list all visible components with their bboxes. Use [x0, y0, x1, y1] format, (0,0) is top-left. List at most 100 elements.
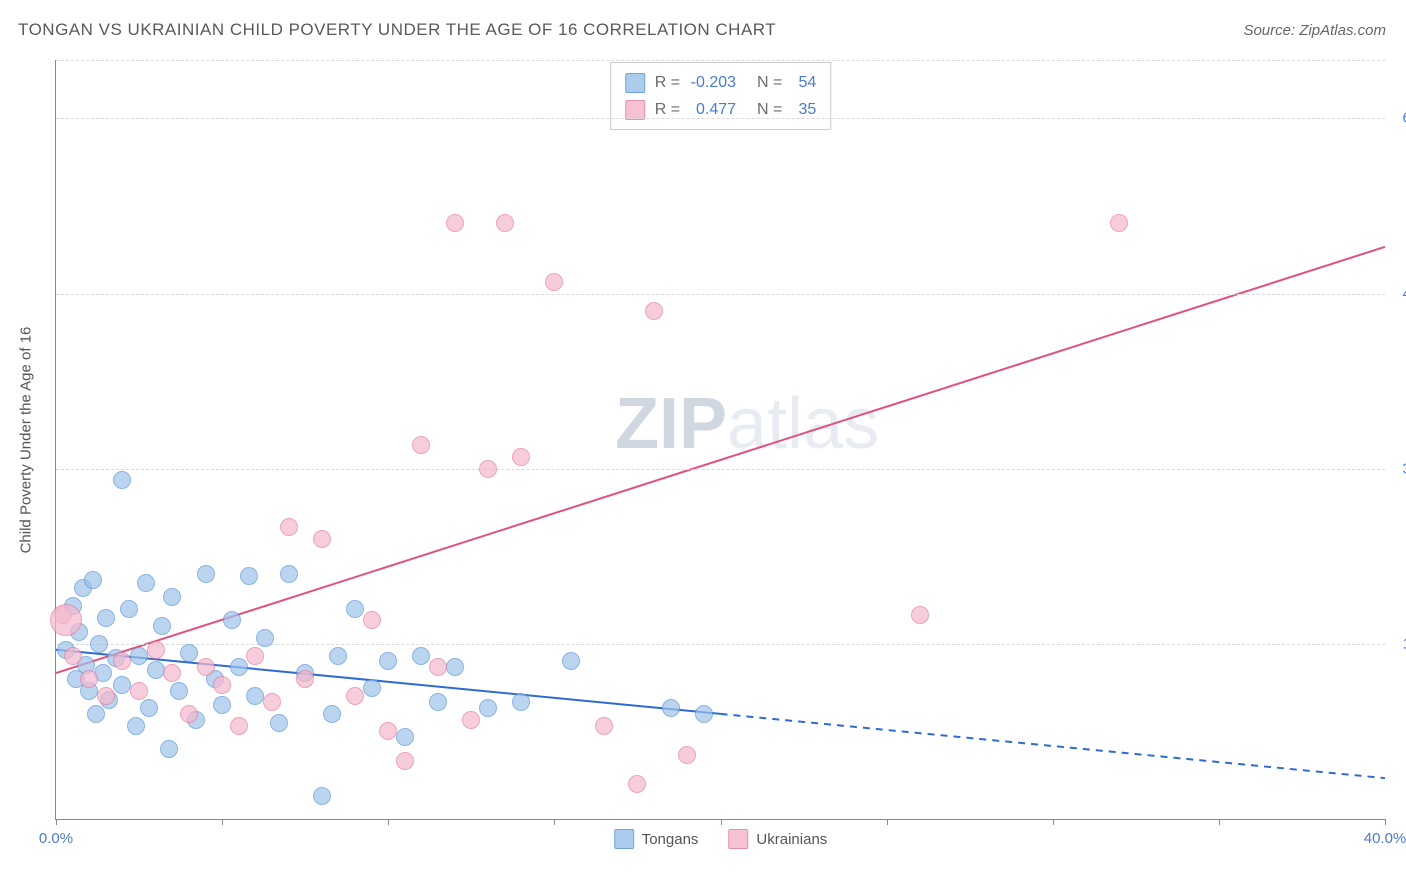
data-point-tongans: [240, 567, 258, 585]
data-point-tongans: [446, 658, 464, 676]
data-point-tongans: [120, 600, 138, 618]
data-point-tongans: [323, 705, 341, 723]
x-tick-label: 0.0%: [39, 830, 73, 847]
data-point-ukrainians: [645, 302, 663, 320]
data-point-ukrainians: [147, 641, 165, 659]
data-point-tongans: [230, 658, 248, 676]
r-label: R =: [655, 69, 680, 96]
data-point-ukrainians: [197, 658, 215, 676]
data-point-tongans: [562, 652, 580, 670]
data-point-ukrainians: [313, 530, 331, 548]
x-tick: [1219, 819, 1220, 825]
data-point-tongans: [429, 693, 447, 711]
data-point-ukrainians: [379, 722, 397, 740]
plot-area: Child Poverty Under the Age of 16 ZIPatl…: [55, 60, 1385, 820]
data-point-tongans: [113, 676, 131, 694]
data-point-ukrainians: [462, 711, 480, 729]
data-point-ukrainians: [412, 436, 430, 454]
data-point-tongans: [363, 679, 381, 697]
data-point-tongans: [379, 652, 397, 670]
data-point-tongans: [113, 471, 131, 489]
legend-swatch-ukrainians: [728, 829, 748, 849]
data-point-tongans: [147, 661, 165, 679]
y-tick-label: 30.0%: [1390, 460, 1406, 477]
data-point-ukrainians: [263, 693, 281, 711]
x-tick: [887, 819, 888, 825]
gridline: [56, 644, 1385, 645]
data-point-tongans: [479, 699, 497, 717]
data-point-tongans: [223, 611, 241, 629]
watermark: ZIPatlas: [615, 383, 879, 465]
data-point-tongans: [180, 644, 198, 662]
data-point-ukrainians: [213, 676, 231, 694]
series-legend: Tongans Ukrainians: [614, 829, 828, 849]
y-tick-label: 45.0%: [1390, 285, 1406, 302]
data-point-tongans: [512, 693, 530, 711]
data-point-tongans: [153, 617, 171, 635]
data-point-ukrainians: [97, 687, 115, 705]
data-point-tongans: [87, 705, 105, 723]
legend-swatch-tongans: [625, 73, 645, 93]
data-point-tongans: [163, 588, 181, 606]
data-point-tongans: [313, 787, 331, 805]
data-point-ukrainians: [113, 652, 131, 670]
stats-legend: R = -0.203 N = 54 R = 0.477 N = 35: [610, 62, 832, 130]
data-point-tongans: [246, 687, 264, 705]
gridline: [56, 60, 1385, 61]
data-point-tongans: [329, 647, 347, 665]
data-point-ukrainians: [496, 214, 514, 232]
x-tick: [554, 819, 555, 825]
data-point-tongans: [137, 574, 155, 592]
stats-legend-row-0: R = -0.203 N = 54: [625, 69, 817, 96]
data-point-ukrainians: [545, 273, 563, 291]
series-legend-label-1: Ukrainians: [756, 831, 827, 848]
x-tick: [721, 819, 722, 825]
data-point-tongans: [270, 714, 288, 732]
data-point-tongans: [346, 600, 364, 618]
y-tick-label: 60.0%: [1390, 110, 1406, 127]
data-point-ukrainians: [446, 214, 464, 232]
x-tick: [388, 819, 389, 825]
data-point-ukrainians: [64, 647, 82, 665]
data-point-tongans: [127, 717, 145, 735]
data-point-tongans: [412, 647, 430, 665]
data-point-tongans: [197, 565, 215, 583]
series-legend-item-1: Ukrainians: [728, 829, 827, 849]
gridline: [56, 118, 1385, 119]
data-point-ukrainians: [280, 518, 298, 536]
data-point-ukrainians: [363, 611, 381, 629]
data-point-ukrainians: [230, 717, 248, 735]
data-point-tongans: [213, 696, 231, 714]
data-point-ukrainians: [628, 775, 646, 793]
n-label: N =: [757, 69, 782, 96]
data-point-ukrainians: [180, 705, 198, 723]
y-tick-label: 15.0%: [1390, 635, 1406, 652]
series-legend-item-0: Tongans: [614, 829, 699, 849]
data-point-ukrainians: [396, 752, 414, 770]
legend-swatch-ukrainians: [625, 100, 645, 120]
x-tick: [222, 819, 223, 825]
data-point-tongans: [256, 629, 274, 647]
x-tick: [1385, 819, 1386, 825]
gridline: [56, 469, 1385, 470]
data-point-ukrainians: [50, 604, 82, 636]
data-point-ukrainians: [479, 460, 497, 478]
data-point-ukrainians: [80, 670, 98, 688]
data-point-tongans: [84, 571, 102, 589]
data-point-tongans: [396, 728, 414, 746]
data-point-ukrainians: [296, 670, 314, 688]
source-label: Source: ZipAtlas.com: [1243, 22, 1386, 39]
data-point-tongans: [130, 647, 148, 665]
data-point-tongans: [662, 699, 680, 717]
data-point-ukrainians: [512, 448, 530, 466]
data-point-ukrainians: [911, 606, 929, 624]
data-point-ukrainians: [346, 687, 364, 705]
n-value-0: 54: [788, 69, 816, 96]
data-point-ukrainians: [429, 658, 447, 676]
y-axis-label: Child Poverty Under the Age of 16: [18, 326, 35, 553]
data-point-ukrainians: [1110, 214, 1128, 232]
data-point-ukrainians: [678, 746, 696, 764]
data-point-tongans: [160, 740, 178, 758]
data-point-tongans: [695, 705, 713, 723]
legend-swatch-tongans: [614, 829, 634, 849]
